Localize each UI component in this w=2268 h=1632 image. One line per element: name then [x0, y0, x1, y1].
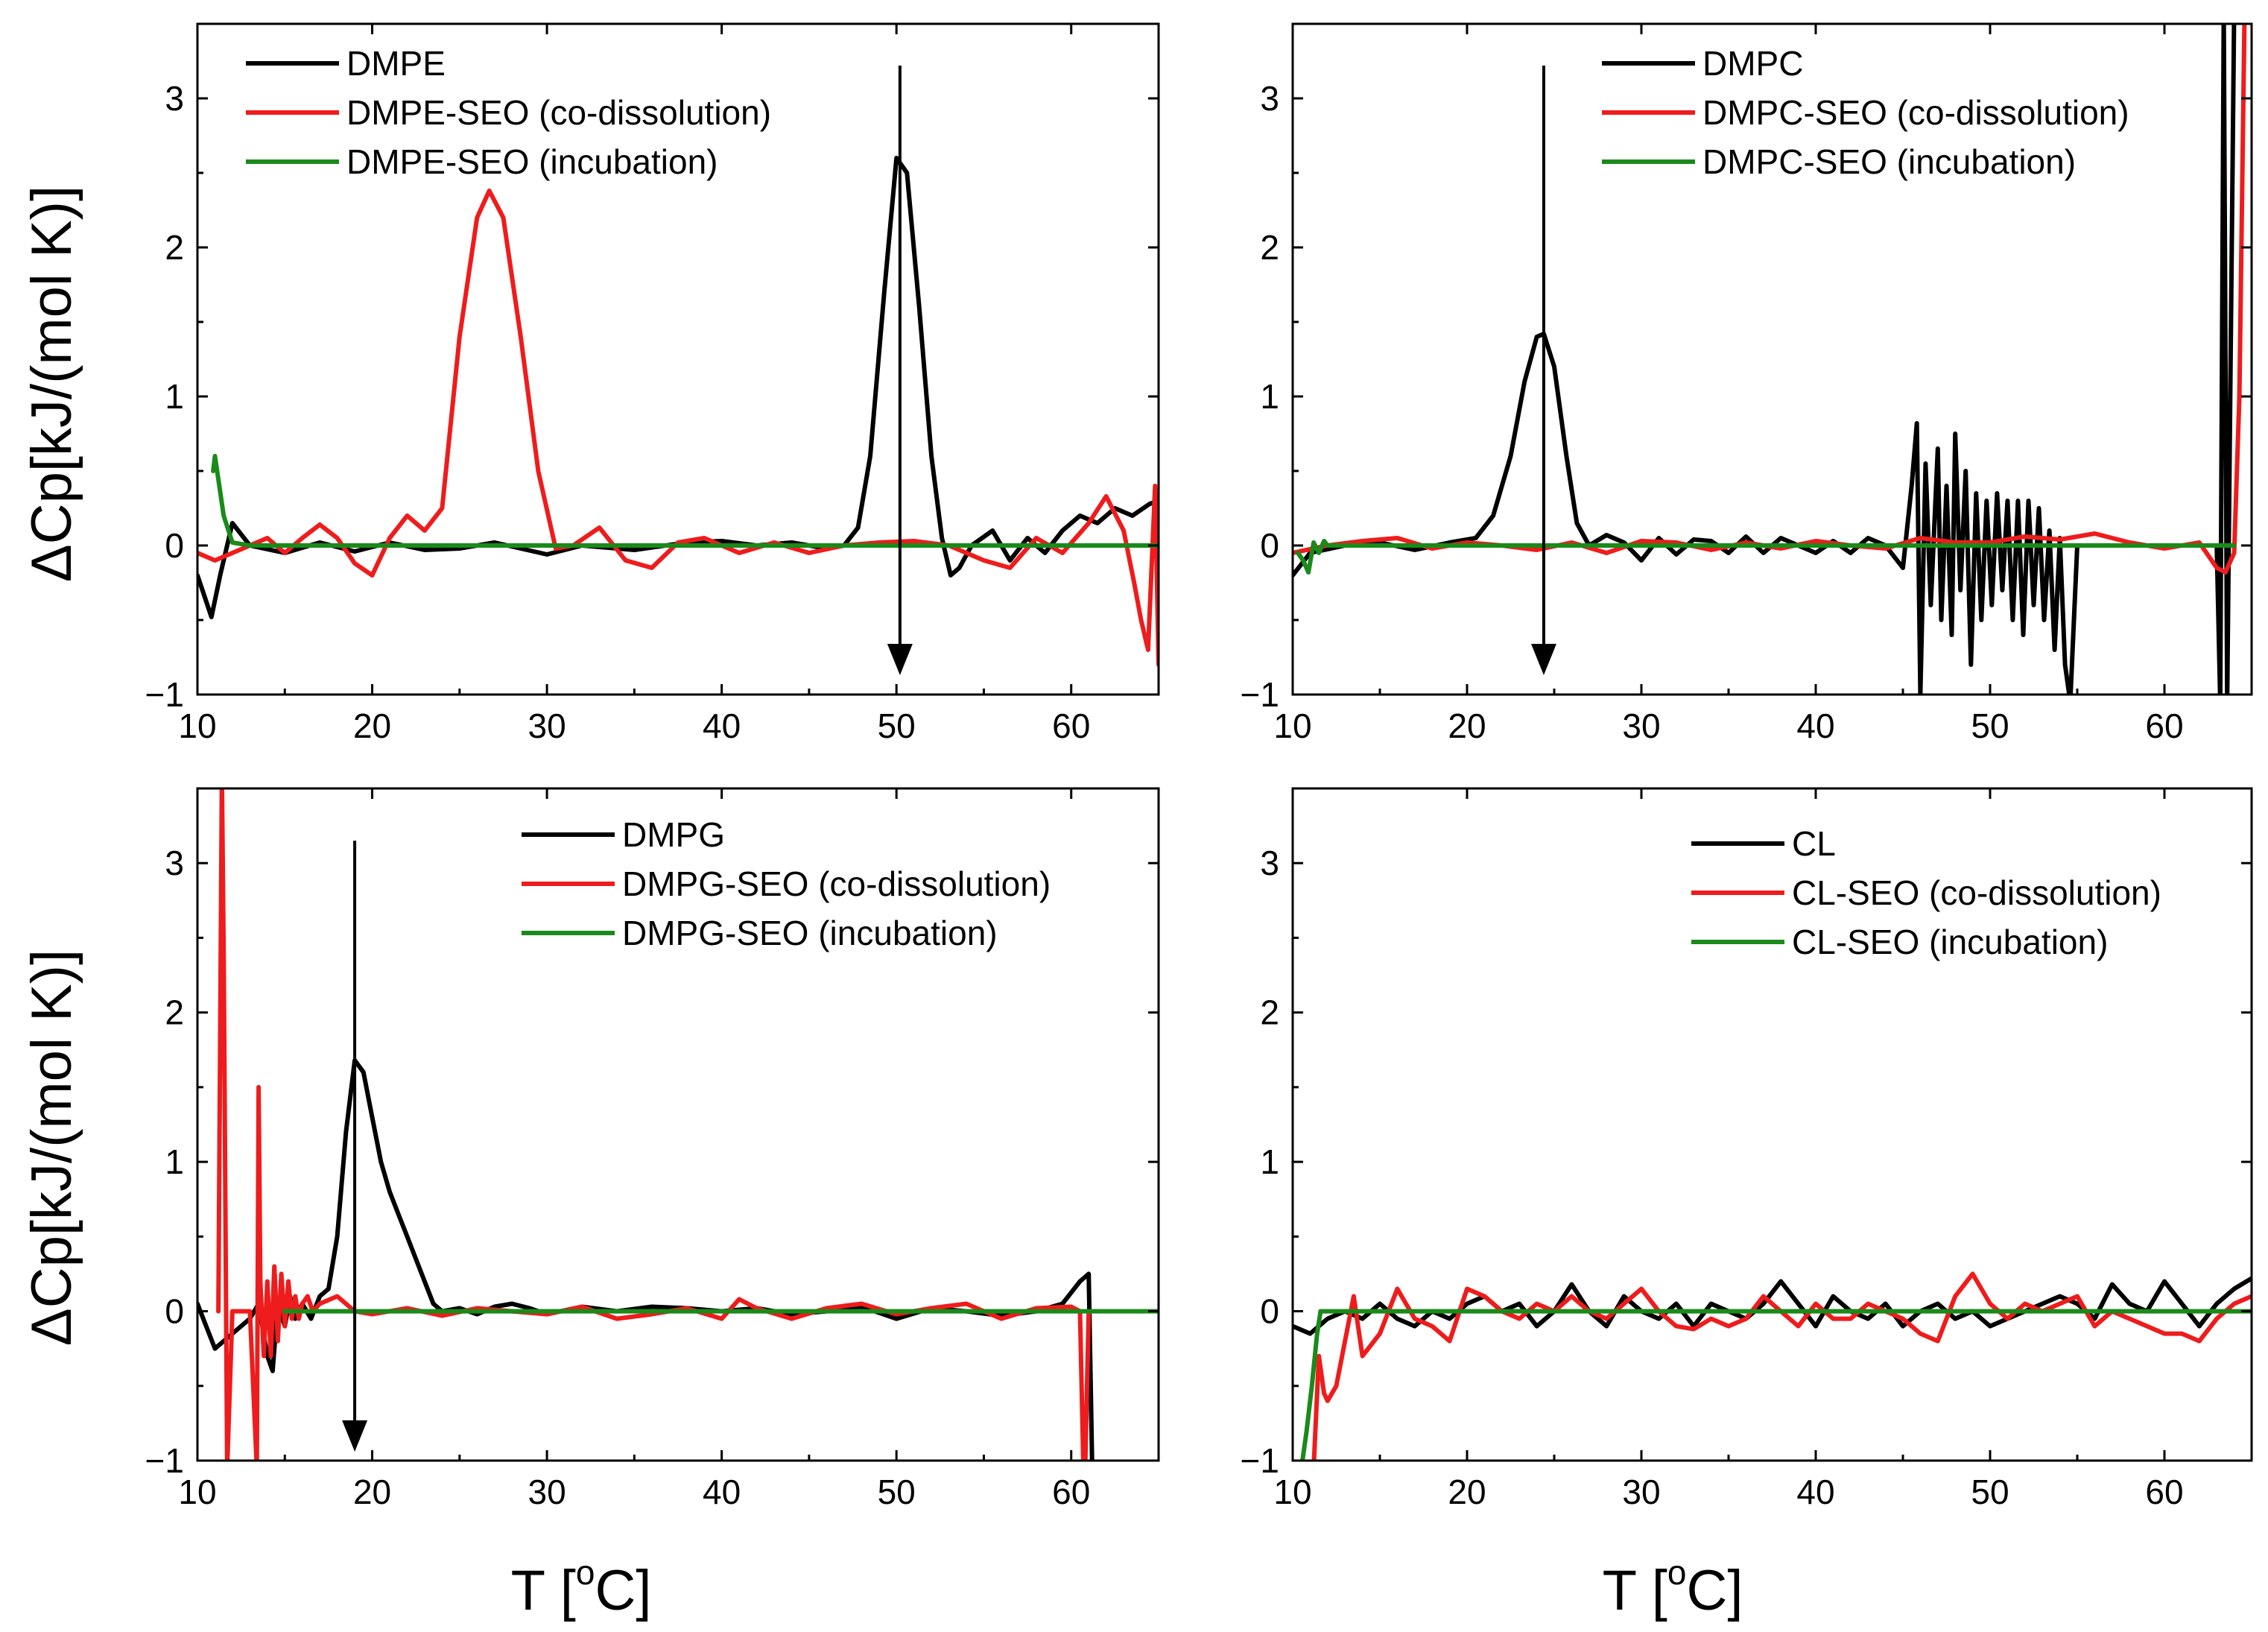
series-line-cl-seo-incubation: [1300, 1309, 2252, 1461]
y-tick-label: 1: [165, 377, 184, 416]
y-tick-label: 3: [165, 844, 184, 882]
x-tick-label: 10: [1273, 706, 1311, 745]
plot-area: [197, 156, 1159, 667]
series-line-dmpe-seo-incubation: [211, 454, 1159, 548]
series-line-cl: [1293, 1276, 2252, 1336]
legend: DMPE DMPE-SEO (co-dissolution) DMPE-SEO (i…: [246, 44, 771, 181]
panel-bottom-right: 10 20 30 40 50 60 −1 0 1 2 3 CL CL-SEO (co-dissoluti…: [1241, 787, 2253, 1511]
y-tick-label: 0: [165, 1292, 184, 1331]
y-tick-label: 3: [1260, 79, 1279, 118]
x-tick-label: 20: [1448, 1473, 1486, 1511]
x-tick-label: 10: [178, 706, 216, 745]
x-tick-label: 40: [1796, 1473, 1834, 1511]
legend-label: CL-SEO (incubation): [1792, 923, 2108, 961]
panel-bottom-left: 10 20 30 40 50 60 −1 0 1 2 3 DMPG DMPG-SEO (co-disso…: [145, 787, 1160, 1511]
y-tick-label: 2: [165, 228, 184, 267]
legend: DMPC DMPC-SEO (co-dissolution) DMPC-SEO (i…: [1602, 44, 2129, 181]
panel-top-left: 10 20 30 40 50 60 −1 0 1 2 3 DMPE DMPE-SEO (co-disso…: [145, 22, 1160, 745]
y-tick-label: 3: [165, 79, 184, 118]
axes-frame: [196, 22, 1160, 696]
arrow-head: [342, 1420, 368, 1452]
arrow-head: [887, 644, 913, 675]
x-tick-label: 20: [353, 706, 391, 745]
axes-frame: [1291, 787, 2253, 1462]
y-tick-label: 2: [165, 993, 184, 1032]
x-tick-label: 30: [528, 1473, 566, 1511]
x-tick-label: 40: [1796, 706, 1834, 745]
x-axis-title-right: T [oC]: [1603, 1553, 1743, 1622]
legend-label: CL-SEO (co-dissolution): [1792, 873, 2161, 912]
y-tick-label: 0: [1260, 526, 1279, 565]
y-tick-label: 2: [1260, 993, 1279, 1032]
plot-area: [1293, 1271, 2252, 1461]
y-tick-label: −1: [1241, 1441, 1279, 1480]
legend-label: DMPE-SEO (co-dissolution): [346, 93, 771, 132]
series-line-dmpe-seo-co-dissolution: [197, 189, 1159, 667]
y-tick-label: 2: [1260, 228, 1279, 267]
x-tick-label: 50: [878, 706, 916, 745]
y-tick-label: 1: [165, 1142, 184, 1181]
legend-label: DMPE-SEO (incubation): [346, 142, 718, 181]
legend-label: DMPC-SEO (incubation): [1702, 142, 2076, 181]
y-tick-label: −1: [145, 675, 184, 714]
x-tick-label: 30: [528, 706, 566, 745]
x-tick-label: 50: [1971, 706, 2009, 745]
x-tick-label: 50: [878, 1473, 916, 1511]
x-tick-label: 60: [1052, 1473, 1090, 1511]
y-tick-label: −1: [145, 1441, 184, 1480]
y-tick-label: 0: [1260, 1292, 1279, 1331]
x-tick-label: 50: [1971, 1473, 2009, 1511]
legend-label: DMPG-SEO (incubation): [622, 914, 998, 952]
y-tick-label: −1: [1241, 675, 1279, 714]
series-line-cl-seo-co-dissolution: [1311, 1271, 2252, 1461]
legend: DMPG DMPG-SEO (co-dissolution) DMPG-SEO (i…: [522, 815, 1051, 952]
legend-label: DMPE: [346, 44, 446, 83]
x-tick-label: 60: [2145, 706, 2183, 745]
plot-area: [197, 788, 1159, 1461]
legend-label: DMPC-SEO (co-dissolution): [1702, 93, 2129, 132]
x-tick-label: 40: [703, 706, 741, 745]
x-tick-label: 40: [703, 1473, 741, 1511]
y-axis-title-bottom: ΔCp[kJ/(mol K)]: [20, 949, 83, 1346]
series-line-dmpg: [197, 1057, 1095, 1461]
y-tick-label: 3: [1260, 844, 1279, 882]
axes-frame: [1291, 22, 2253, 696]
legend-label: DMPG-SEO (co-dissolution): [622, 864, 1051, 903]
x-tick-label: 30: [1622, 1473, 1660, 1511]
x-tick-label: 20: [1448, 706, 1486, 745]
y-axis-title-top: ΔCp[kJ/(mol K)]: [20, 186, 83, 582]
x-tick-label: 10: [1273, 1473, 1311, 1511]
legend: CL CL-SEO (co-dissolution) CL-SEO (incubat…: [1691, 824, 2161, 961]
plot-area: [1293, 24, 2247, 695]
legend-label: CL: [1792, 824, 1836, 863]
series-line-dmpe: [197, 156, 1159, 619]
y-tick-label: 1: [1260, 377, 1279, 416]
series-line-dmpc-seo-incubation: [1296, 539, 2237, 575]
legend-label: DMPC: [1702, 44, 1803, 83]
x-tick-label: 30: [1622, 706, 1660, 745]
x-tick-label: 60: [1052, 706, 1090, 745]
panel-top-right: 10 20 30 40 50 60 −1 0 1 2 3 DMPC DMPC-SEO (co-disso…: [1241, 22, 2253, 745]
x-axis-title-left: T [oC]: [511, 1553, 652, 1622]
x-tick-label: 10: [178, 1473, 216, 1511]
y-tick-label: 1: [1260, 1142, 1279, 1181]
x-tick-label: 60: [2145, 1473, 2183, 1511]
y-tick-label: 0: [165, 526, 184, 565]
arrow-head: [1530, 644, 1556, 675]
axes-frame: [196, 787, 1160, 1462]
legend-label: DMPG: [622, 815, 725, 854]
x-tick-label: 20: [353, 1473, 391, 1511]
